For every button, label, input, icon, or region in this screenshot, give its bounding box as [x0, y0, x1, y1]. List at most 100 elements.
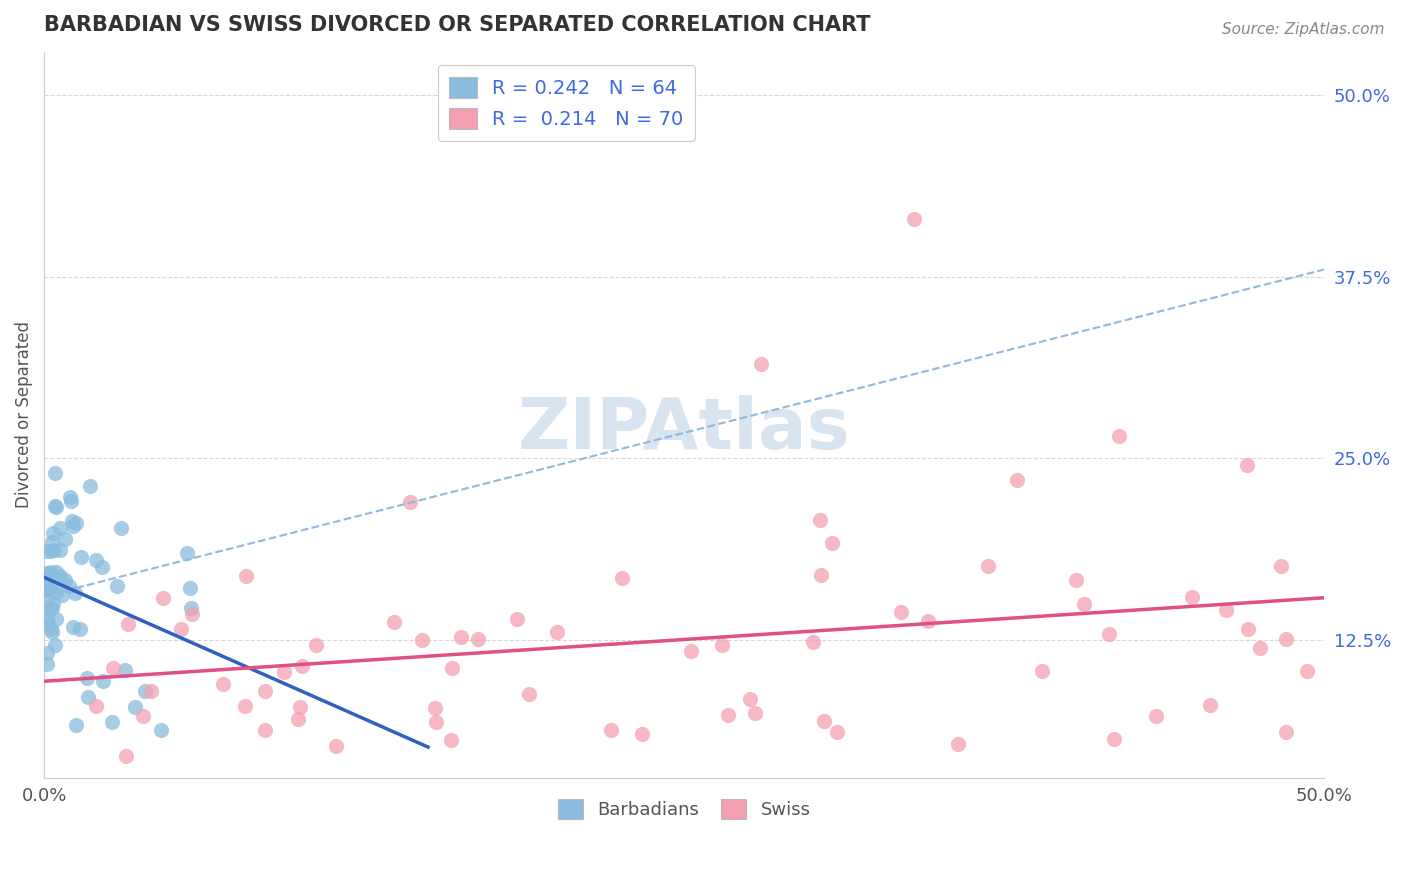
Point: [91, 560, 114, 574]
Point: [41, 601, 63, 615]
Point: [49, 543, 72, 558]
Point: [35, 609, 58, 624]
Point: [304, 638, 326, 652]
Point: [610, 571, 633, 585]
Point: [600, 723, 623, 737]
Point: [45, 500, 67, 514]
Point: [42, 596, 65, 610]
Point: [134, 684, 156, 698]
Point: [1031, 664, 1053, 678]
Point: [801, 635, 824, 649]
Point: [44, 638, 66, 652]
Point: [440, 733, 463, 747]
Point: [35, 566, 58, 581]
Point: [51, 589, 73, 603]
Point: [1296, 664, 1319, 678]
Point: [65, 516, 87, 530]
Point: [77, 690, 100, 704]
Point: [1215, 603, 1237, 617]
Point: [42, 526, 65, 541]
Point: [890, 605, 912, 619]
Point: [813, 714, 835, 729]
Point: [45, 565, 67, 579]
Point: [1098, 627, 1121, 641]
Point: [76, 671, 98, 685]
Point: [411, 633, 433, 648]
Point: [740, 691, 762, 706]
Point: [233, 699, 256, 714]
Point: [110, 521, 132, 535]
Point: [117, 617, 139, 632]
Point: [679, 644, 702, 658]
Legend: Barbadians, Swiss: Barbadians, Swiss: [550, 792, 818, 827]
Point: [65, 718, 87, 732]
Point: [39, 580, 62, 594]
Point: [141, 684, 163, 698]
Point: [152, 591, 174, 606]
Point: [41, 624, 63, 639]
Point: [1236, 458, 1258, 473]
Point: [39, 566, 62, 580]
Point: [467, 632, 489, 646]
Point: [49, 521, 72, 535]
Point: [45, 612, 67, 626]
Point: [35, 582, 58, 596]
Point: [517, 687, 540, 701]
Point: [977, 558, 1000, 573]
Point: [1005, 473, 1028, 487]
Point: [710, 638, 733, 652]
Point: [1064, 573, 1087, 587]
Point: [1199, 698, 1222, 713]
Point: [1102, 732, 1125, 747]
Point: [382, 615, 405, 629]
Point: [287, 712, 309, 726]
Point: [45, 585, 67, 599]
Point: [273, 665, 295, 679]
Point: [62, 620, 84, 634]
Point: [254, 723, 277, 737]
Point: [44, 499, 66, 513]
Y-axis label: Divorced or Separated: Divorced or Separated: [15, 321, 32, 508]
Point: [101, 661, 124, 675]
Point: [180, 601, 202, 615]
Point: [176, 546, 198, 560]
Point: [744, 706, 766, 720]
Point: [810, 568, 832, 582]
Point: [1108, 429, 1130, 443]
Point: [825, 725, 848, 739]
Point: [1275, 725, 1298, 739]
Point: [149, 723, 172, 738]
Point: [946, 737, 969, 751]
Point: [115, 749, 138, 764]
Text: ZIPAtlas: ZIPAtlas: [517, 395, 851, 464]
Point: [70, 549, 93, 564]
Point: [1249, 641, 1271, 656]
Point: [49, 569, 72, 583]
Point: [440, 661, 463, 675]
Point: [53, 573, 76, 587]
Point: [37, 617, 59, 632]
Point: [37, 579, 59, 593]
Point: [39, 544, 62, 558]
Point: [717, 708, 740, 723]
Point: [53, 533, 76, 547]
Point: [100, 714, 122, 729]
Point: [821, 536, 844, 550]
Point: [170, 622, 193, 636]
Point: [35, 646, 58, 660]
Point: [84, 553, 107, 567]
Text: BARBADIAN VS SWISS DIVORCED OR SEPARATED CORRELATION CHART: BARBADIAN VS SWISS DIVORCED OR SEPARATED…: [44, 15, 870, 35]
Point: [290, 658, 312, 673]
Point: [808, 513, 831, 527]
Point: [35, 544, 58, 558]
Point: [917, 614, 939, 628]
Point: [62, 519, 84, 533]
Point: [59, 493, 82, 508]
Point: [211, 676, 233, 690]
Point: [58, 579, 80, 593]
Point: [65, 585, 87, 599]
Point: [423, 701, 446, 715]
Point: [506, 612, 529, 626]
Point: [79, 478, 101, 492]
Point: [1237, 622, 1260, 636]
